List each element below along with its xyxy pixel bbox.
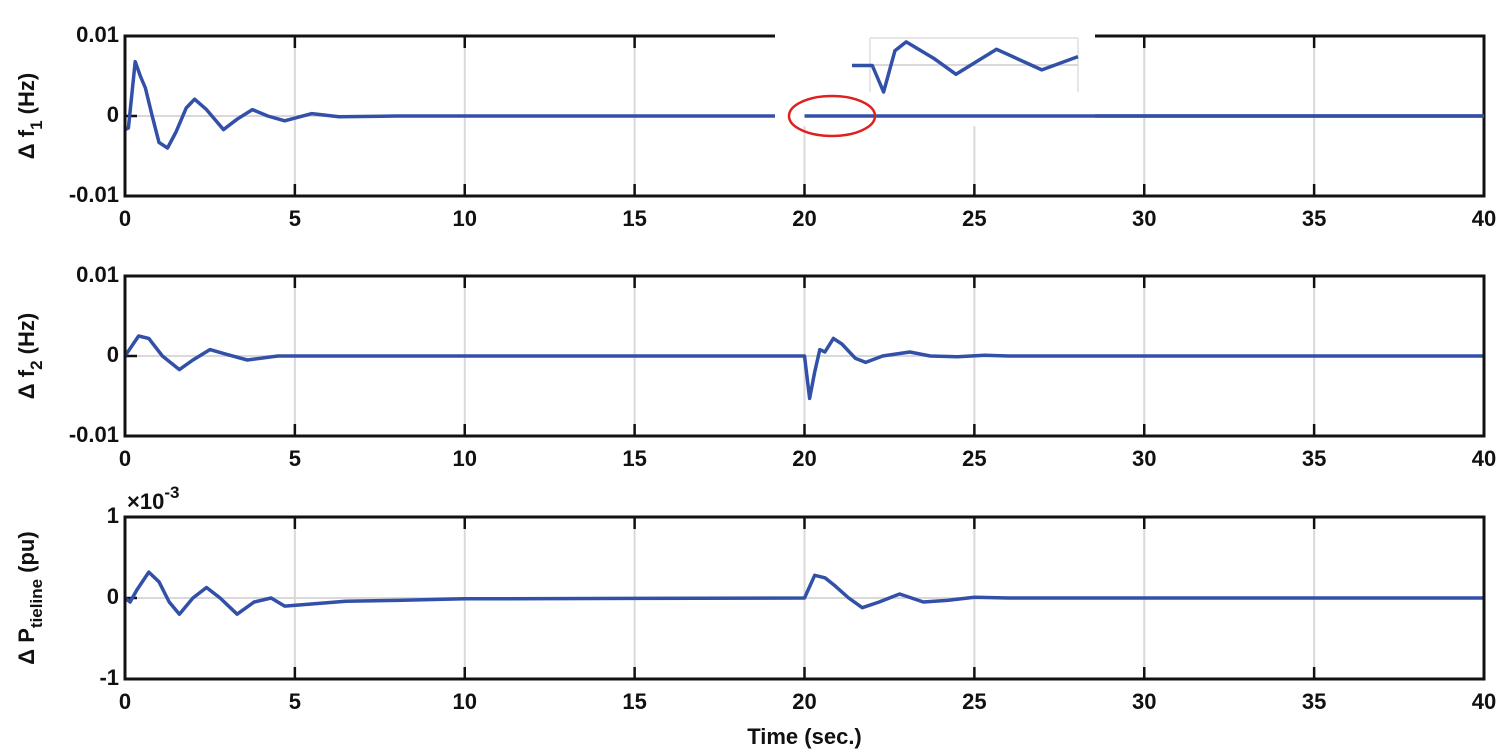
y-label-part: (Hz) [14,73,39,121]
x-tick-label: 25 [962,206,986,231]
y-axis-label: Δ f2 (Hz) [14,313,46,399]
y-label-part: (Hz) [14,313,39,361]
x-tick-label: 40 [1472,689,1496,714]
y-label-part: (pu) [14,531,39,579]
x-tick-label: 20 [792,206,816,231]
y-tick-label: 1 [107,503,119,528]
x-tick-label: 30 [1132,689,1156,714]
y-tick-label: 0 [107,584,119,609]
y-label-part: Δ P [14,628,39,665]
axis-multiplier: ×10-3 [127,483,179,514]
x-tick-label: 20 [792,446,816,471]
x-tick-label: 0 [119,689,131,714]
x-tick-label: 30 [1132,446,1156,471]
x-tick-label: 35 [1302,689,1326,714]
multiplier-base: ×10 [127,489,164,514]
inset-line [852,40,1079,94]
x-tick-label: 25 [962,689,986,714]
x-tick-label: 10 [453,446,477,471]
x-tick-label: 10 [453,206,477,231]
x-tick-label: 0 [119,206,131,231]
y-label-part: Δ f [14,369,39,399]
x-tick-label: 35 [1302,446,1326,471]
x-tick-label: 40 [1472,446,1496,471]
y-tick-label: -1 [99,665,119,690]
y-label-part: tieline [27,579,46,628]
y-tick-label: 0 [107,342,119,367]
inset-background [775,30,1095,126]
x-tick-label: 5 [289,446,301,471]
y-tick-label: 0.01 [76,262,119,287]
y-label-part: 2 [27,360,46,369]
x-tick-label: 20 [792,689,816,714]
x-tick-label: 0 [119,446,131,471]
x-tick-label: 30 [1132,206,1156,231]
x-axis-label: Time (sec.) [747,724,862,749]
x-tick-label: 5 [289,206,301,231]
y-label-part: 1 [27,120,46,129]
x-tick-label: 5 [289,689,301,714]
y-tick-label: -0.01 [69,422,119,447]
data-line [123,570,1484,616]
y-tick-label: -0.01 [69,182,119,207]
x-tick-label: 25 [962,446,986,471]
y-axis-label: Δ Ptieline (pu) [14,531,46,664]
y-tick-label: 0.01 [76,22,119,47]
zoom-highlight [787,94,877,138]
axes-frame [123,515,1486,681]
x-tick-label: 15 [622,446,646,471]
x-tick-label: 10 [453,689,477,714]
axes-frame [123,274,1486,438]
x-tick-label: 15 [622,689,646,714]
x-tick-label: 40 [1472,206,1496,231]
y-label-part: Δ f [14,129,39,159]
multiplier-exp: -3 [164,483,179,502]
y-axis-label: Δ f1 (Hz) [14,73,46,159]
y-tick-label: 0 [107,102,119,127]
x-tick-label: 35 [1302,206,1326,231]
data-line [123,334,1484,401]
x-tick-label: 15 [622,206,646,231]
